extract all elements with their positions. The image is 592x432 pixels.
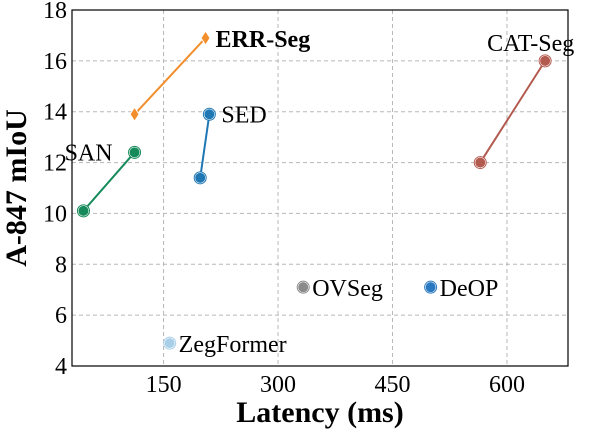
series-label: CAT-Seg xyxy=(487,31,574,57)
data-point xyxy=(539,54,552,67)
series-label: OVSeg xyxy=(312,276,383,302)
x-tick-label: 600 xyxy=(489,372,525,398)
data-point-ring xyxy=(538,54,552,68)
data-point-ring xyxy=(473,156,487,170)
data-point xyxy=(474,156,487,169)
data-point xyxy=(129,106,140,123)
tick-labels: 150 300 450 600 4 6 8 10 12 14 16 18 xyxy=(43,0,525,398)
y-tick-label: 12 xyxy=(43,151,67,177)
data-point xyxy=(194,171,207,184)
series-sed xyxy=(193,107,216,185)
data-point-ring xyxy=(128,145,142,159)
data-point xyxy=(200,30,211,46)
data-point xyxy=(77,204,90,217)
series-label: SAN xyxy=(65,140,113,166)
series-label: ZegFormer xyxy=(179,332,287,358)
y-tick-label: 18 xyxy=(43,0,67,24)
y-tick-label: 14 xyxy=(43,100,67,126)
x-tick-label: 450 xyxy=(374,372,410,398)
series-label: ERR-Seg xyxy=(216,27,311,53)
data-point-ring xyxy=(424,280,438,294)
y-axis-title: A-847 mIoU xyxy=(0,109,33,267)
point-labels: ERR-Seg CAT-Seg SED SAN OVSeg DeOP ZegFormer xyxy=(65,27,575,358)
series-san xyxy=(76,145,142,218)
data-point-ring xyxy=(76,204,90,218)
data-point-ring xyxy=(193,171,207,185)
y-tick-label: 10 xyxy=(43,201,67,227)
data-point xyxy=(297,281,310,294)
series-zegformer xyxy=(163,336,177,350)
data-point xyxy=(203,108,216,121)
y-tick-label: 8 xyxy=(55,252,67,278)
plot-frame xyxy=(71,9,569,367)
data-point-ring xyxy=(163,336,177,350)
series-cat-seg xyxy=(473,54,552,170)
series-err-seg xyxy=(129,30,211,123)
data-point xyxy=(163,337,176,350)
series-line xyxy=(133,37,207,115)
series-label: SED xyxy=(221,102,266,128)
data-point xyxy=(128,146,141,159)
x-tick-label: 300 xyxy=(260,372,296,398)
series-group xyxy=(76,30,552,350)
y-tick-label: 16 xyxy=(43,49,67,75)
series-deop xyxy=(424,280,438,294)
series-ovseg xyxy=(296,280,310,294)
series-line xyxy=(82,151,136,212)
y-tick-label: 4 xyxy=(55,354,67,380)
data-point-ring xyxy=(296,280,310,294)
x-axis-title: Latency (ms) xyxy=(236,396,403,429)
series-line xyxy=(199,114,211,178)
data-point xyxy=(424,281,437,294)
x-tick-label: 150 xyxy=(146,372,182,398)
series-label: DeOP xyxy=(440,276,499,302)
series-line xyxy=(479,60,546,164)
data-point-ring xyxy=(202,107,216,121)
grid-lines xyxy=(72,10,568,366)
y-tick-label: 6 xyxy=(55,303,67,329)
